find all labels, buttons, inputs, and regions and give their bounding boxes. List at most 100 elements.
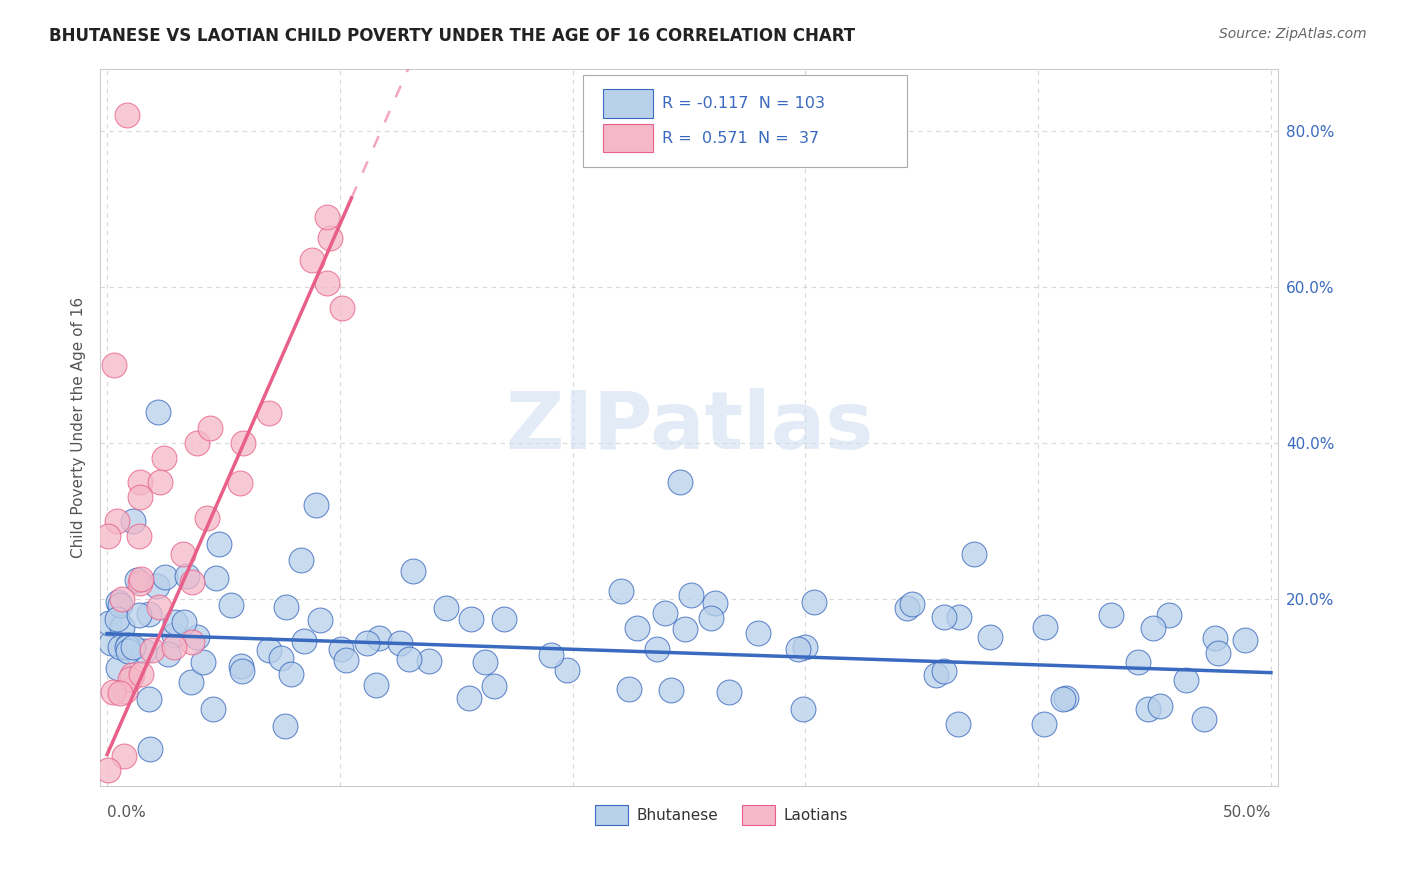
Point [117, 640, 139, 654]
Bar [742, 805, 775, 825]
Text: 0.0%: 0.0% [107, 805, 146, 820]
Point [896, 601, 918, 615]
Y-axis label: Child Poverty Under the Age of 16: Child Poverty Under the Age of 16 [72, 296, 86, 558]
Text: Laotians: Laotians [783, 807, 848, 822]
Point [1206, 646, 1229, 660]
Point [703, 596, 725, 610]
Point [335, 653, 357, 667]
FancyBboxPatch shape [583, 75, 907, 167]
Point [1204, 631, 1226, 645]
Point [316, 210, 339, 224]
Point [1142, 621, 1164, 635]
Point [111, 591, 134, 606]
Point [1192, 712, 1215, 726]
Text: R =  0.571  N =  37: R = 0.571 N = 37 [662, 130, 820, 145]
Point [979, 630, 1001, 644]
Point [172, 547, 194, 561]
Point [204, 571, 226, 585]
Point [105, 514, 128, 528]
Point [149, 475, 172, 489]
Point [434, 600, 457, 615]
Point [129, 490, 152, 504]
Text: ZIPatlas: ZIPatlas [505, 388, 873, 467]
Text: R = -0.117  N = 103: R = -0.117 N = 103 [662, 96, 825, 112]
Point [309, 613, 332, 627]
Point [319, 231, 342, 245]
Point [1099, 608, 1122, 623]
Point [330, 301, 353, 315]
Point [460, 612, 482, 626]
Point [786, 642, 808, 657]
Point [118, 672, 141, 686]
Point [932, 664, 955, 678]
Point [389, 636, 412, 650]
Point [97, 529, 120, 543]
Point [793, 640, 815, 655]
Point [257, 643, 280, 657]
Point [107, 595, 129, 609]
Point [128, 576, 150, 591]
Point [148, 404, 170, 418]
Point [273, 719, 295, 733]
Bar [603, 89, 652, 118]
Point [963, 547, 986, 561]
Point [274, 599, 297, 614]
Point [108, 685, 131, 699]
Point [673, 622, 696, 636]
Point [121, 668, 143, 682]
Point [139, 742, 162, 756]
Point [148, 599, 170, 614]
Point [280, 667, 302, 681]
Point [1126, 655, 1149, 669]
Point [1052, 691, 1074, 706]
Point [173, 615, 195, 629]
Point [305, 498, 328, 512]
Point [718, 684, 741, 698]
Point [1137, 702, 1160, 716]
Point [141, 642, 163, 657]
Point [232, 435, 254, 450]
Point [117, 639, 139, 653]
Point [301, 253, 323, 268]
Point [402, 564, 425, 578]
Point [290, 552, 312, 566]
Point [97, 763, 120, 777]
Point [669, 475, 692, 489]
Point [492, 612, 515, 626]
Point [925, 668, 948, 682]
Point [270, 650, 292, 665]
Point [145, 579, 167, 593]
Text: 50.0%: 50.0% [1223, 805, 1271, 820]
Point [1035, 620, 1057, 634]
Point [659, 683, 682, 698]
Point [803, 595, 825, 609]
Point [932, 609, 955, 624]
Point [364, 678, 387, 692]
Point [103, 358, 125, 372]
Point [1233, 633, 1256, 648]
Text: Source: ZipAtlas.com: Source: ZipAtlas.com [1219, 27, 1367, 41]
Point [103, 685, 125, 699]
Point [292, 634, 315, 648]
Point [186, 435, 208, 450]
Point [162, 628, 184, 642]
Point [617, 682, 640, 697]
Point [138, 692, 160, 706]
Point [948, 717, 970, 731]
Point [948, 610, 970, 624]
Point [1175, 673, 1198, 687]
Point [1149, 699, 1171, 714]
Point [259, 406, 281, 420]
Point [155, 570, 177, 584]
Point [163, 615, 186, 630]
Text: BHUTANESE VS LAOTIAN CHILD POVERTY UNDER THE AGE OF 16 CORRELATION CHART: BHUTANESE VS LAOTIAN CHILD POVERTY UNDER… [49, 27, 855, 45]
Point [679, 588, 702, 602]
Point [219, 598, 242, 612]
Point [229, 659, 252, 673]
Point [176, 569, 198, 583]
Point [330, 641, 353, 656]
Point [128, 608, 150, 623]
Point [128, 529, 150, 543]
Point [356, 636, 378, 650]
Point [108, 599, 131, 613]
